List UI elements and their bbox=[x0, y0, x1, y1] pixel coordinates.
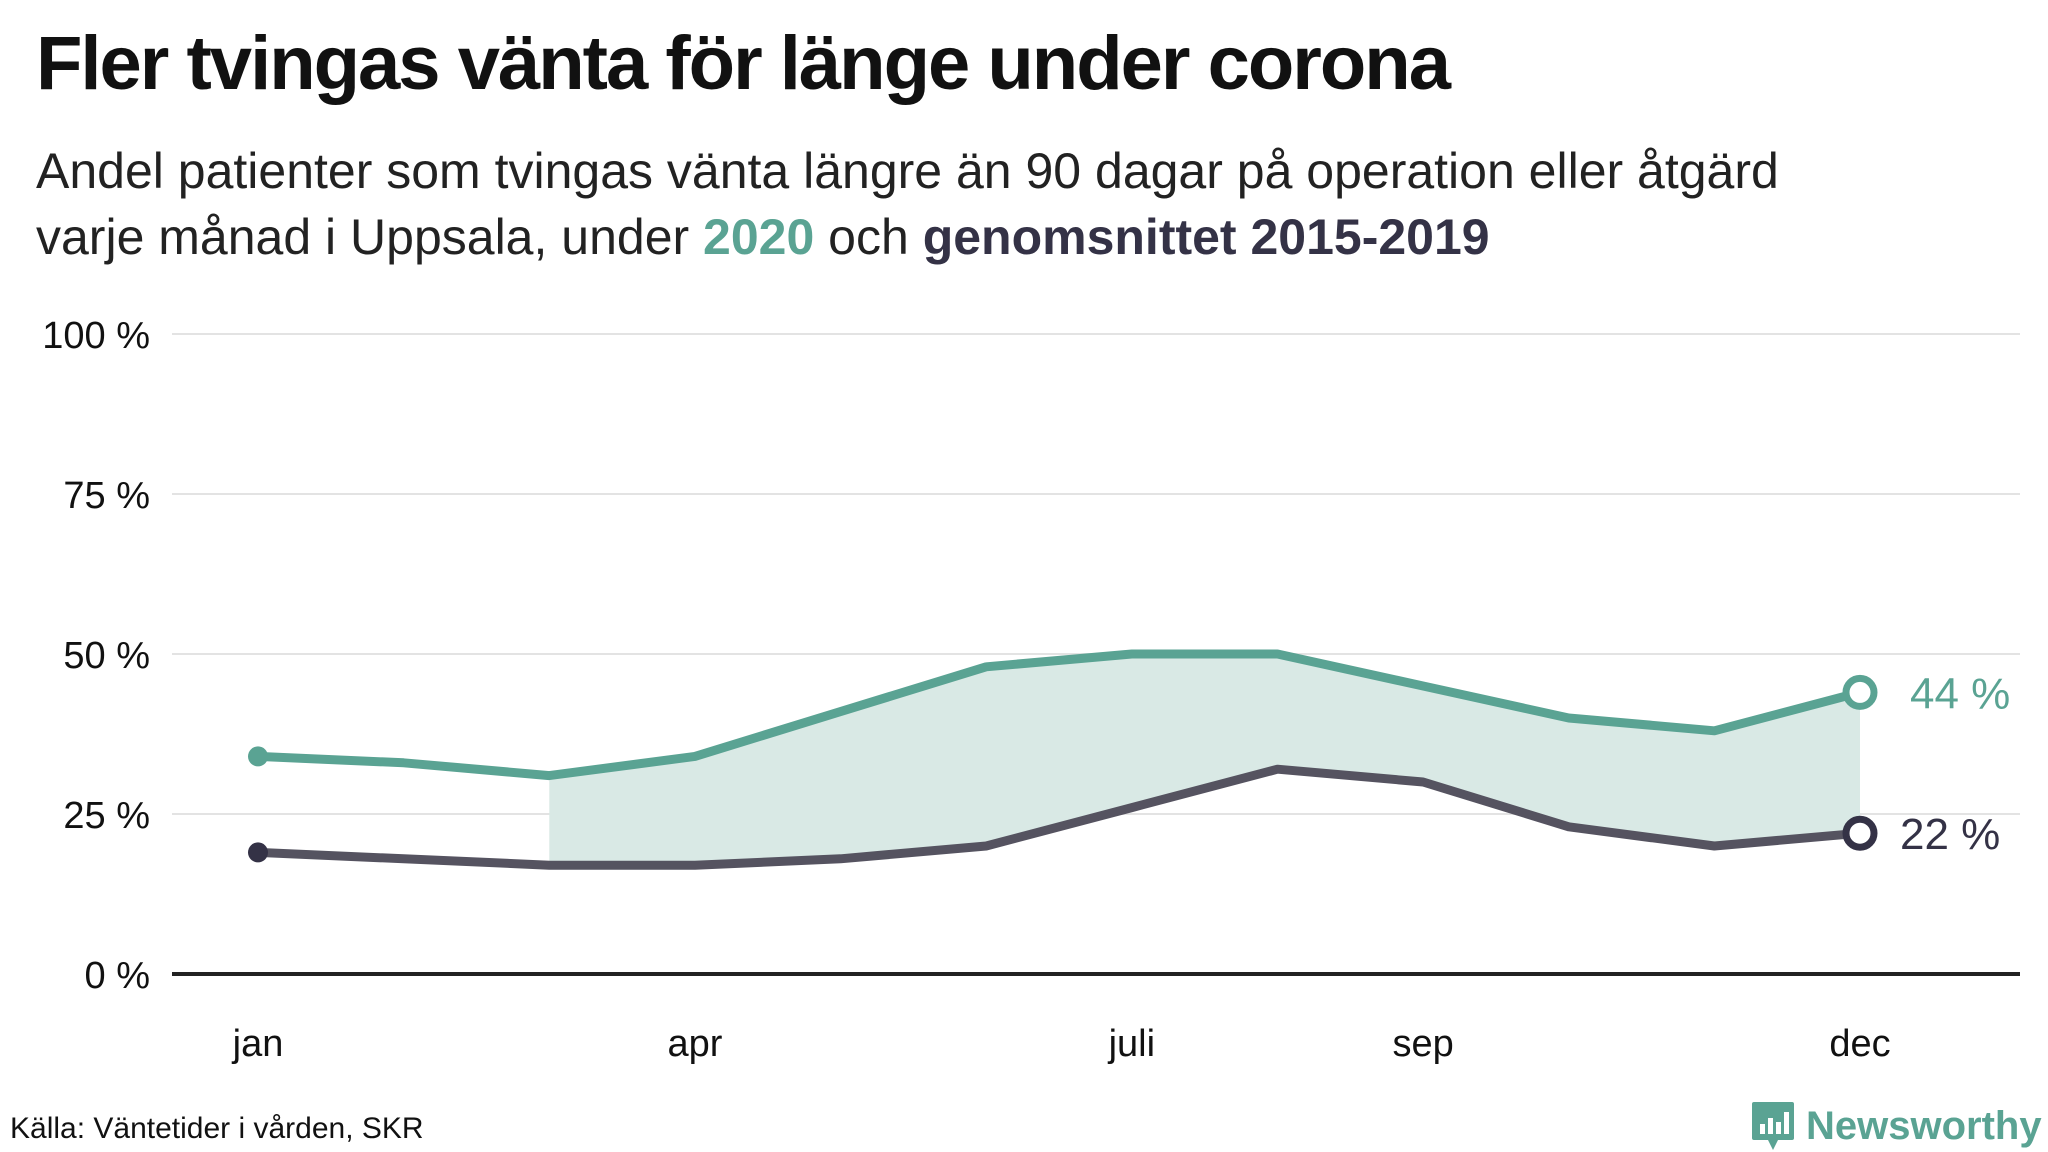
series-line-2020 bbox=[253, 649, 1865, 781]
subtitle-line1: Andel patienter som tvingas vänta längre… bbox=[36, 143, 1779, 199]
x-tick-label: jan bbox=[232, 1023, 284, 1065]
source-note: Källa: Väntetider i vården, SKR bbox=[10, 1112, 424, 1145]
end-label-average: 22 % bbox=[1900, 810, 2000, 859]
y-tick-label: 100 % bbox=[42, 315, 150, 357]
y-tick-label: 0 % bbox=[85, 955, 150, 997]
chart-subtitle: Andel patienter som tvingas vänta längre… bbox=[36, 138, 1779, 270]
chart-title: Fler tvingas vänta för länge under coron… bbox=[36, 21, 1451, 106]
start-point-2020 bbox=[248, 746, 268, 767]
x-tick-label: apr bbox=[667, 1023, 722, 1065]
y-tick-label: 50 % bbox=[63, 635, 150, 677]
subtitle-line2-mid: och bbox=[814, 209, 923, 265]
x-tick-label: sep bbox=[1392, 1023, 1453, 1065]
end-point-average bbox=[1842, 815, 1878, 851]
subtitle-highlight-2020: 2020 bbox=[703, 209, 815, 265]
shaded-gap-area bbox=[549, 654, 1860, 866]
end-point-2020 bbox=[1842, 674, 1878, 710]
newsworthy-logo[interactable]: Newsworthy bbox=[1750, 1100, 2042, 1152]
subtitle-line2-prefix: varje månad i Uppsala, under bbox=[36, 209, 704, 265]
subtitle-highlight-average: genomsnittet 2015-2019 bbox=[922, 209, 1490, 265]
y-tick-label: 25 % bbox=[63, 795, 150, 837]
end-label-2020: 44 % bbox=[1910, 669, 2010, 718]
logo-text: Newsworthy bbox=[1806, 1103, 2042, 1148]
newsworthy-logo-icon bbox=[1752, 1102, 1794, 1150]
x-tick-label: juli bbox=[1108, 1023, 1155, 1065]
y-tick-label: 75 % bbox=[63, 475, 150, 517]
series-line-average bbox=[253, 764, 1865, 870]
start-point-average bbox=[248, 842, 268, 863]
x-tick-label: dec bbox=[1829, 1023, 1890, 1065]
